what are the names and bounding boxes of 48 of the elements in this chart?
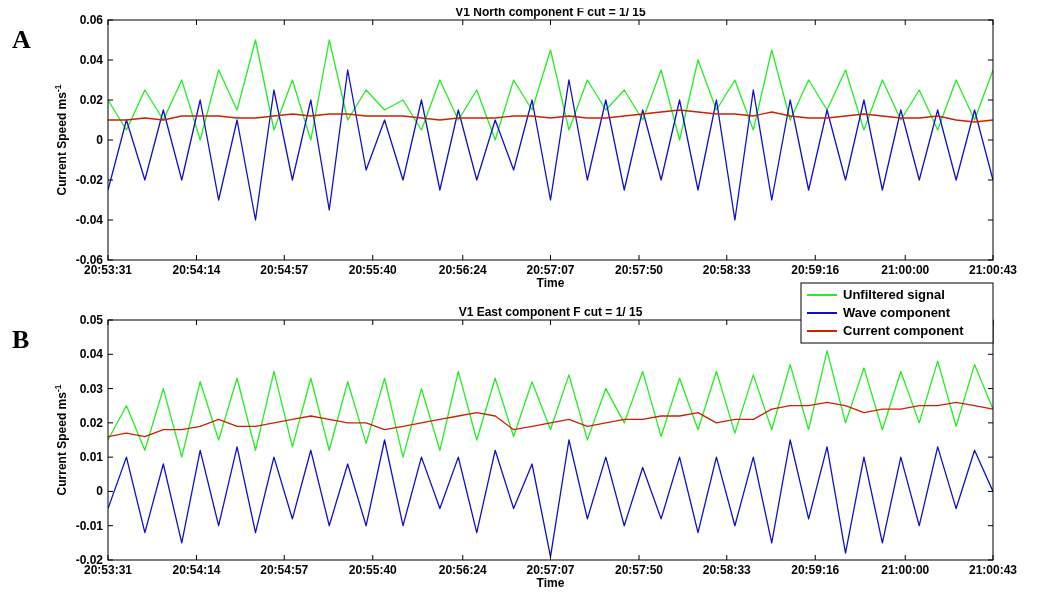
- x-tick-label: 20:59:16: [791, 563, 840, 577]
- x-axis-title: Time: [536, 576, 565, 590]
- y-tick-label: 0.03: [79, 381, 104, 396]
- text: B: [12, 325, 30, 354]
- y-tick-label: -0.04: [75, 213, 104, 227]
- line-series: [108, 401, 993, 438]
- x-tick-label: 20:59:16: [791, 263, 840, 277]
- x-tick-label: 20:58:33: [702, 563, 752, 577]
- y-tick-label: 0.05: [79, 313, 104, 327]
- y-tick-label: 0.06: [79, 13, 104, 27]
- x-tick-label: 20:56:24: [438, 263, 488, 277]
- y-tick-label: -0.02: [75, 173, 104, 187]
- line-series: [108, 39, 993, 141]
- y-tick-label: 0.04: [79, 53, 104, 67]
- y-tick-label: 0: [96, 484, 104, 499]
- x-tick-label: 20:58:33: [702, 263, 752, 277]
- legend-label: Current component: [843, 323, 965, 338]
- x-tick-label: 20:55:40: [348, 263, 398, 277]
- legend-label: Unfiltered signal: [843, 287, 945, 302]
- y-tick-label: -0.01: [75, 518, 104, 533]
- line-series: [108, 69, 993, 221]
- legend-label: Wave component: [843, 305, 951, 320]
- x-tick-label: 20:54:57: [260, 563, 309, 577]
- y-tick-label: 0.01: [79, 450, 104, 465]
- x-tick-label: 20:56:24: [438, 563, 488, 577]
- x-tick-label: 20:54:14: [172, 263, 221, 277]
- text: A: [12, 25, 31, 54]
- line-series: [108, 109, 993, 123]
- y-tick-label: 0.02: [79, 415, 104, 430]
- x-tick-label: 21:00:43: [968, 263, 1018, 277]
- x-tick-label: 21:00:00: [881, 263, 930, 277]
- x-tick-label: 20:57:07: [526, 563, 575, 577]
- x-tick-label: 20:57:07: [526, 263, 575, 277]
- y-tick-label: 0.04: [79, 347, 104, 362]
- chart-title: V1 East component F cut = 1/ 15: [458, 305, 643, 319]
- y-tick-label: 0: [96, 133, 104, 147]
- x-tick-label: 20:55:40: [348, 563, 398, 577]
- line-series: [108, 439, 993, 558]
- x-tick-label: 20:54:57: [260, 263, 309, 277]
- y-tick-label: 0.02: [79, 93, 104, 107]
- line-series: [108, 350, 993, 458]
- x-tick-label: 21:00:43: [968, 563, 1018, 577]
- chart-title: V1 North component F cut = 1/ 15: [455, 5, 646, 19]
- x-tick-label: 21:00:00: [881, 563, 930, 577]
- x-tick-label: 20:57:50: [614, 563, 664, 577]
- x-axis-title: Time: [536, 276, 565, 290]
- x-tick-label: 20:54:14: [172, 563, 221, 577]
- x-tick-label: 20:57:50: [614, 263, 664, 277]
